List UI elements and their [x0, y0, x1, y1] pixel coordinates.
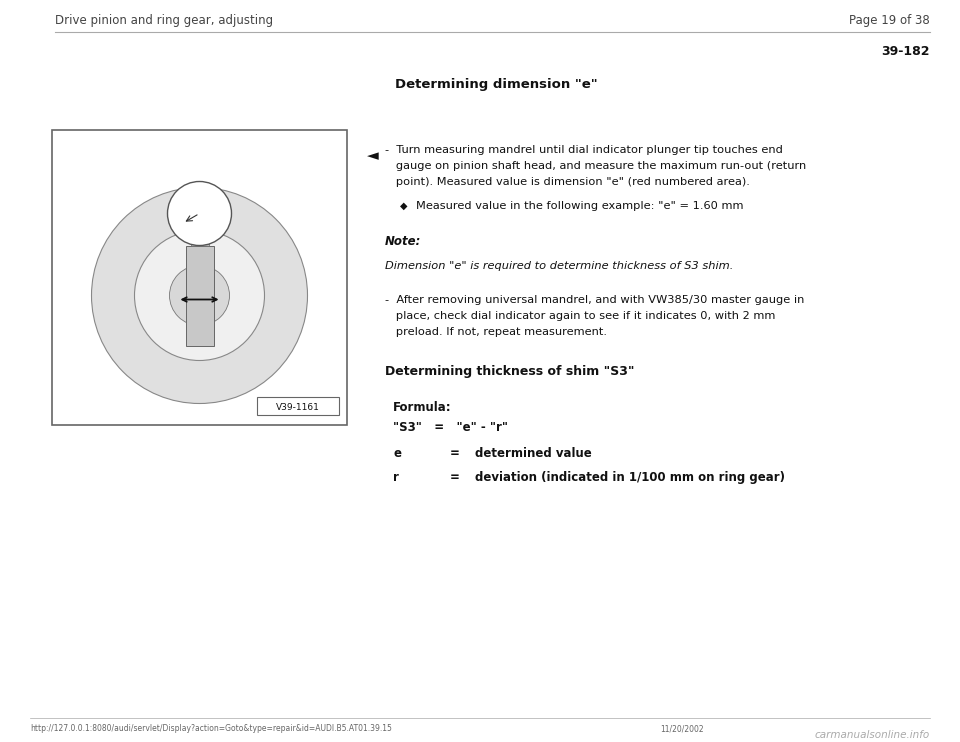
- Text: determined value: determined value: [475, 447, 591, 460]
- Circle shape: [134, 231, 265, 361]
- Text: V39-1161: V39-1161: [276, 402, 320, 412]
- Text: Dimension "e" is required to determine thickness of S3 shim.: Dimension "e" is required to determine t…: [385, 261, 733, 271]
- Text: deviation (indicated in 1/100 mm on ring gear): deviation (indicated in 1/100 mm on ring…: [475, 471, 785, 484]
- Text: point). Measured value is dimension "e" (red numbered area).: point). Measured value is dimension "e" …: [385, 177, 750, 187]
- Text: place, check dial indicator again to see if it indicates 0, with 2 mm: place, check dial indicator again to see…: [385, 311, 776, 321]
- Text: Measured value in the following example: "e" = 1.60 mm: Measured value in the following example:…: [416, 201, 743, 211]
- Text: Note:: Note:: [385, 235, 421, 248]
- Text: gauge on pinion shaft head, and measure the maximum run-out (return: gauge on pinion shaft head, and measure …: [385, 161, 806, 171]
- Text: ◄: ◄: [367, 148, 379, 163]
- Text: 39-182: 39-182: [881, 45, 930, 58]
- Text: Formula:: Formula:: [393, 401, 451, 414]
- Text: -  Turn measuring mandrel until dial indicator plunger tip touches end: - Turn measuring mandrel until dial indi…: [385, 145, 782, 155]
- Circle shape: [170, 266, 229, 326]
- Text: 11/20/2002: 11/20/2002: [660, 724, 704, 733]
- Text: =: =: [450, 471, 460, 484]
- Text: preload. If not, repeat measurement.: preload. If not, repeat measurement.: [385, 327, 607, 337]
- Text: http://127.0.0.1:8080/audi/servlet/Display?action=Goto&type=repair&id=AUDI.B5.AT: http://127.0.0.1:8080/audi/servlet/Displ…: [30, 724, 392, 733]
- Text: -  After removing universal mandrel, and with VW385/30 master gauge in: - After removing universal mandrel, and …: [385, 295, 804, 305]
- Text: carmanualsonline.info: carmanualsonline.info: [815, 730, 930, 740]
- Text: Determining thickness of shim "S3": Determining thickness of shim "S3": [385, 365, 635, 378]
- Text: "S3"   =   "e" - "r": "S3" = "e" - "r": [393, 421, 508, 434]
- Text: r: r: [393, 471, 398, 484]
- Text: ◆: ◆: [400, 201, 407, 211]
- Text: Determining dimension "e": Determining dimension "e": [395, 78, 598, 91]
- Bar: [52, 130, 347, 425]
- Bar: [257, 397, 339, 415]
- Bar: [190, 226, 208, 246]
- Bar: [185, 246, 213, 346]
- Circle shape: [91, 188, 307, 404]
- Text: Page 19 of 38: Page 19 of 38: [850, 14, 930, 27]
- Text: e: e: [393, 447, 401, 460]
- Text: =: =: [450, 447, 460, 460]
- Circle shape: [167, 182, 231, 246]
- Text: Drive pinion and ring gear, adjusting: Drive pinion and ring gear, adjusting: [55, 14, 274, 27]
